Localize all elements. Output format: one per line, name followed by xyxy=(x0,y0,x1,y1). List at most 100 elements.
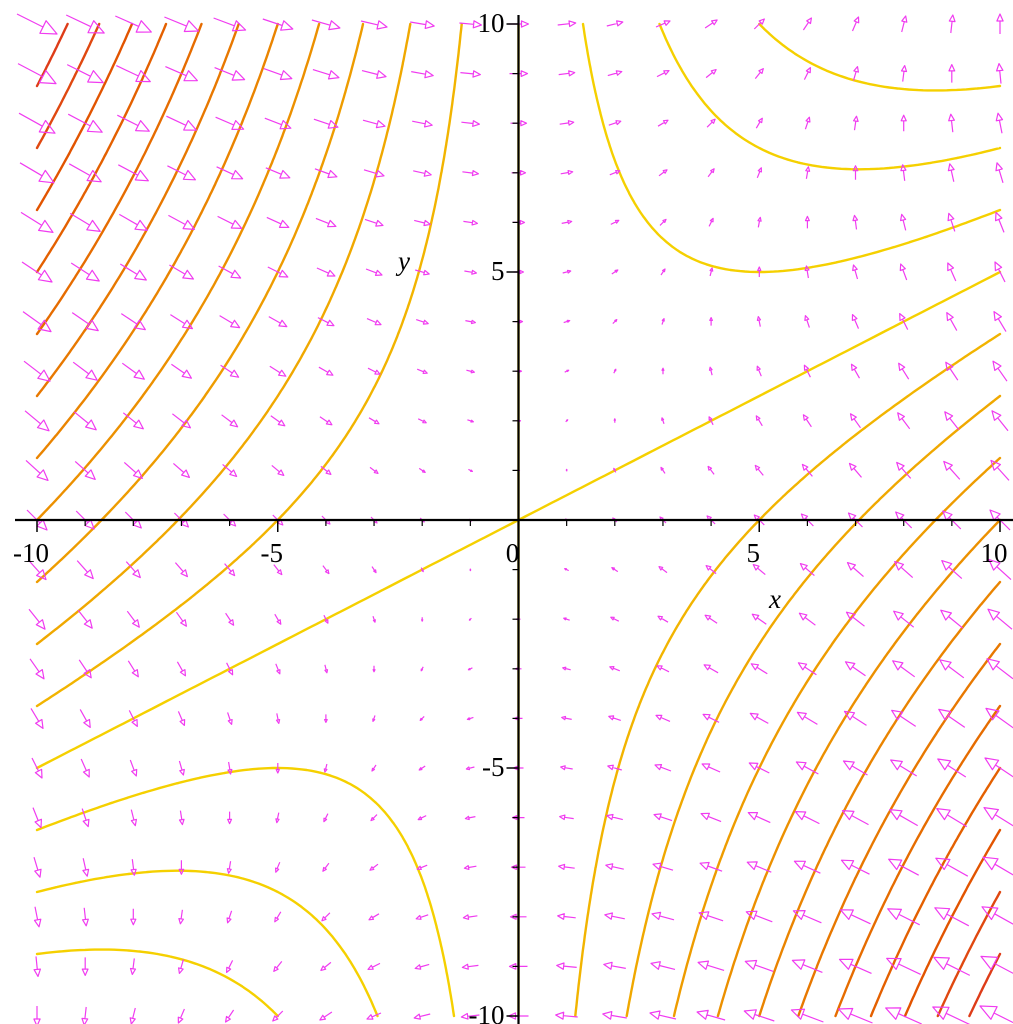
field-arrow xyxy=(263,68,293,81)
field-arrow xyxy=(320,961,332,971)
field-arrow xyxy=(839,909,871,925)
field-arrow xyxy=(412,120,433,128)
y-axis-label: y xyxy=(395,246,410,276)
field-arrow xyxy=(607,70,623,77)
field-arrow xyxy=(560,170,574,175)
field-arrow xyxy=(897,412,911,430)
field-arrow xyxy=(892,660,916,678)
field-arrow xyxy=(312,69,340,80)
field-arrow xyxy=(987,608,1013,630)
field-arrow xyxy=(367,367,381,375)
field-arrow xyxy=(30,708,44,729)
field-arrow xyxy=(372,616,376,623)
field-arrow xyxy=(996,63,1004,84)
field-arrow xyxy=(609,666,621,672)
field-arrow xyxy=(756,167,762,179)
field-arrow xyxy=(19,162,55,184)
field-arrow xyxy=(323,763,328,773)
field-arrow xyxy=(885,1007,922,1024)
field-arrow xyxy=(275,713,281,724)
field-arrow xyxy=(460,1012,480,1020)
field-arrow xyxy=(562,269,572,274)
field-arrow xyxy=(120,313,146,331)
field-arrow xyxy=(172,413,191,429)
field-arrow xyxy=(649,1010,677,1020)
y-tick-label: -10 xyxy=(469,1000,505,1024)
field-arrow xyxy=(791,959,823,973)
field-arrow xyxy=(933,956,971,976)
field-arrow xyxy=(372,715,376,722)
field-arrow xyxy=(901,15,908,33)
field-arrow xyxy=(886,957,921,975)
field-arrow xyxy=(943,460,961,480)
field-arrow xyxy=(224,563,236,577)
field-arrow xyxy=(845,611,865,627)
field-arrow xyxy=(561,219,573,225)
field-arrow xyxy=(214,67,246,81)
field-arrow xyxy=(415,269,430,276)
field-arrow xyxy=(178,909,184,925)
field-arrow xyxy=(464,815,476,821)
field-arrow xyxy=(852,66,859,81)
field-arrow xyxy=(948,14,956,34)
field-arrow xyxy=(851,314,860,329)
field-arrow xyxy=(128,710,138,727)
field-arrow xyxy=(129,958,137,975)
field-arrow xyxy=(893,610,915,628)
field-arrow xyxy=(842,760,868,776)
field-arrow xyxy=(68,163,102,183)
field-arrow xyxy=(986,658,1013,680)
field-arrow xyxy=(894,561,914,579)
field-arrow xyxy=(708,416,714,426)
field-arrow xyxy=(365,268,383,276)
field-arrow xyxy=(275,812,280,824)
field-arrow xyxy=(837,1007,873,1024)
field-arrow xyxy=(174,562,188,578)
field-arrow xyxy=(222,463,238,477)
field-arrow xyxy=(560,765,573,771)
field-arrow xyxy=(80,758,90,778)
field-arrow xyxy=(22,311,52,333)
field-arrow xyxy=(166,115,197,131)
field-arrow xyxy=(275,663,281,675)
field-arrow xyxy=(414,219,431,227)
field-arrow xyxy=(655,714,671,722)
field-arrow xyxy=(177,711,186,726)
field-arrow xyxy=(661,318,665,325)
field-arrow xyxy=(852,214,859,230)
field-arrow xyxy=(698,911,724,922)
field-arrow xyxy=(213,17,247,32)
field-arrow xyxy=(803,364,811,378)
field-arrow xyxy=(269,365,287,377)
field-arrow xyxy=(416,368,428,374)
field-arrow xyxy=(273,564,283,576)
field-arrow xyxy=(795,761,819,775)
field-arrow xyxy=(217,215,243,229)
field-arrow xyxy=(319,416,333,426)
field-arrow xyxy=(320,465,332,475)
field-arrow xyxy=(984,757,1013,778)
field-arrow xyxy=(410,20,435,29)
field-arrow xyxy=(757,266,762,277)
contour-line xyxy=(35,22,1002,1018)
field-arrow xyxy=(417,815,427,821)
field-arrow xyxy=(116,65,151,83)
field-arrow xyxy=(602,1011,627,1020)
field-arrow xyxy=(216,166,244,180)
field-arrow xyxy=(995,162,1004,183)
field-arrow xyxy=(653,813,673,822)
field-arrow xyxy=(459,20,482,29)
field-arrow xyxy=(980,955,1013,974)
field-arrow xyxy=(753,18,765,30)
field-arrow xyxy=(16,13,58,35)
field-arrow xyxy=(756,316,762,327)
field-arrow xyxy=(463,865,477,870)
field-arrow xyxy=(317,317,335,327)
x-tick-label: 5 xyxy=(747,538,761,568)
field-arrow xyxy=(33,956,41,977)
field-arrow xyxy=(169,264,194,280)
contour-line xyxy=(35,22,1002,1018)
field-arrow xyxy=(215,116,245,130)
field-arrow xyxy=(932,1006,971,1024)
field-arrow xyxy=(561,715,572,721)
